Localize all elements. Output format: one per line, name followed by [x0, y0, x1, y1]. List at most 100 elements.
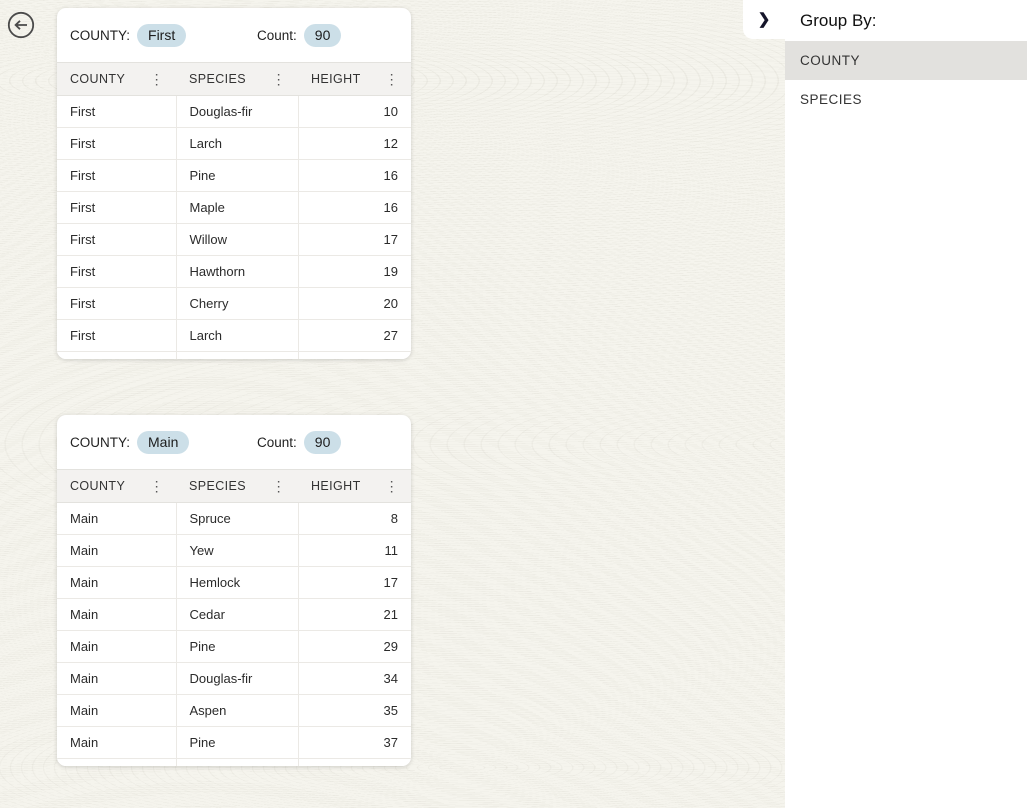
group-label: COUNTY:	[70, 434, 131, 450]
clipped-table-row	[57, 758, 411, 766]
cell-height: 37	[297, 726, 411, 759]
cell-county: Main	[57, 566, 176, 599]
cell-species: Spruce	[175, 502, 298, 535]
column-label: COUNTY	[70, 72, 126, 86]
column-menu-icon[interactable]: ⋮	[149, 478, 164, 494]
cell-height: 20	[297, 287, 411, 320]
count-badge: 90	[303, 23, 342, 47]
column-label: HEIGHT	[311, 72, 361, 86]
count-group: Count: 90	[257, 415, 342, 469]
cell-county: First	[57, 287, 176, 320]
cell-county: First	[57, 159, 176, 192]
table-row: First Willow 17	[57, 223, 411, 256]
cell-species: Yew	[175, 534, 298, 567]
cell-species: Larch	[175, 319, 298, 352]
column-menu-icon[interactable]: ⋮	[384, 71, 399, 87]
group-card-main: COUNTY: Main Count: 90 COUNTY ⋮ SPECIES ⋮ …	[57, 415, 411, 766]
column-menu-icon[interactable]: ⋮	[384, 478, 399, 494]
clipped-table-row	[57, 351, 411, 359]
table-row: First Pine 16	[57, 159, 411, 192]
count-group: Count: 90	[257, 8, 342, 62]
group-card-first: COUNTY: First Count: 90 COUNTY ⋮ SPECIES ⋮…	[57, 8, 411, 359]
table-row: First Maple 16	[57, 191, 411, 224]
cell-height: 11	[297, 534, 411, 567]
column-menu-icon[interactable]: ⋮	[149, 71, 164, 87]
column-header-height: HEIGHT ⋮	[298, 469, 411, 503]
count-label: Count:	[257, 434, 297, 450]
cell-height: 34	[297, 662, 411, 695]
column-label: COUNTY	[70, 479, 126, 493]
data-table: COUNTY ⋮ SPECIES ⋮ HEIGHT ⋮ Main Spruce 8 Mai…	[57, 469, 411, 766]
cell-species: Douglas-fir	[175, 95, 298, 128]
table-header-row: COUNTY ⋮ SPECIES ⋮ HEIGHT ⋮	[57, 469, 411, 503]
cell-height: 12	[297, 127, 411, 160]
count-label: Count:	[257, 27, 297, 43]
table-row: First Hawthorn 19	[57, 255, 411, 288]
cell-height: 10	[297, 95, 411, 128]
back-button[interactable]	[7, 11, 35, 39]
table-row: Main Spruce 8	[57, 502, 411, 535]
cell-county: Main	[57, 598, 176, 631]
column-label: SPECIES	[189, 479, 246, 493]
card-header: COUNTY: First Count: 90	[57, 8, 411, 62]
cell-species: Hemlock	[175, 566, 298, 599]
cell-species: Pine	[175, 630, 298, 663]
sidebar-title: Group By:	[800, 10, 877, 30]
group-label: COUNTY:	[70, 27, 131, 43]
table-row: First Larch 27	[57, 319, 411, 352]
cell-species: Cherry	[175, 287, 298, 320]
data-table: COUNTY ⋮ SPECIES ⋮ HEIGHT ⋮ First Douglas-fi…	[57, 62, 411, 359]
cell-county: First	[57, 255, 176, 288]
cell-height: 17	[297, 223, 411, 256]
table-header-row: COUNTY ⋮ SPECIES ⋮ HEIGHT ⋮	[57, 62, 411, 96]
cell-species: Maple	[175, 191, 298, 224]
sidebar-item-county[interactable]: COUNTY	[785, 41, 1027, 80]
group-value-badge: Main	[137, 430, 190, 454]
column-menu-icon[interactable]: ⋮	[271, 478, 286, 494]
cell-species: Hawthorn	[175, 255, 298, 288]
column-label: SPECIES	[189, 72, 246, 86]
table-row: Main Yew 11	[57, 534, 411, 567]
column-menu-icon[interactable]: ⋮	[271, 71, 286, 87]
cell-height: 8	[297, 502, 411, 535]
table-row: Main Pine 37	[57, 726, 411, 759]
table-row: Main Pine 29	[57, 630, 411, 663]
cell-county: Main	[57, 502, 176, 535]
column-label: HEIGHT	[311, 479, 361, 493]
count-badge: 90	[303, 430, 342, 454]
cell-county: First	[57, 191, 176, 224]
table-row: First Douglas-fir 10	[57, 95, 411, 128]
table-row: Main Douglas-fir 34	[57, 662, 411, 695]
table-row: First Cherry 20	[57, 287, 411, 320]
cell-county: First	[57, 95, 176, 128]
cell-county: Main	[57, 726, 176, 759]
cell-county: First	[57, 319, 176, 352]
cell-county: Main	[57, 694, 176, 727]
cell-height: 35	[297, 694, 411, 727]
table-row: Main Aspen 35	[57, 694, 411, 727]
cell-species: Cedar	[175, 598, 298, 631]
card-header: COUNTY: Main Count: 90	[57, 415, 411, 469]
table-row: Main Cedar 21	[57, 598, 411, 631]
back-arrow-circle-icon	[7, 11, 35, 42]
cell-species: Pine	[175, 726, 298, 759]
cell-species: Douglas-fir	[175, 662, 298, 695]
group-by-sidebar: ❯ Group By: COUNTY SPECIES	[743, 0, 1027, 808]
column-header-county: COUNTY ⋮	[57, 62, 176, 96]
cell-height: 17	[297, 566, 411, 599]
table-row: First Larch 12	[57, 127, 411, 160]
cell-species: Aspen	[175, 694, 298, 727]
cell-height: 27	[297, 319, 411, 352]
column-header-species: SPECIES ⋮	[176, 62, 298, 96]
cell-height: 16	[297, 191, 411, 224]
cell-county: First	[57, 127, 176, 160]
table-row: Main Hemlock 17	[57, 566, 411, 599]
sidebar-collapse-button[interactable]: ❯	[743, 0, 785, 39]
column-header-species: SPECIES ⋮	[176, 469, 298, 503]
column-header-height: HEIGHT ⋮	[298, 62, 411, 96]
sidebar-item-species[interactable]: SPECIES	[800, 92, 863, 107]
cell-county: First	[57, 223, 176, 256]
cell-height: 16	[297, 159, 411, 192]
cell-height: 29	[297, 630, 411, 663]
